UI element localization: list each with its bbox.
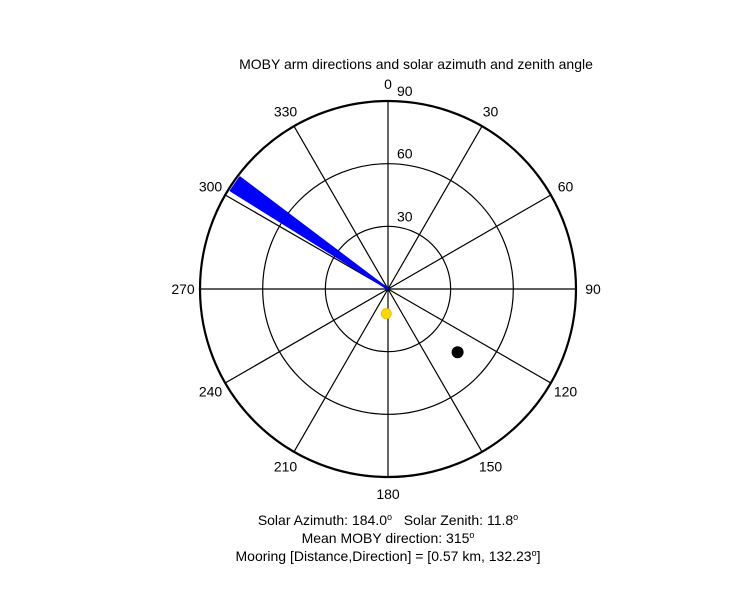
- azimuth-tick-label: 210: [274, 459, 298, 475]
- azimuth-tick-label: 180: [376, 486, 400, 502]
- radial-tick-label: 60: [397, 146, 413, 162]
- mean-direction-label: Mean MOBY direction: 315: [301, 530, 470, 546]
- azimuth-tick-label: 120: [554, 384, 578, 400]
- radial-spoke: [387, 288, 552, 384]
- degree-symbol: o: [531, 548, 537, 558]
- solar-position-point: [380, 308, 392, 320]
- azimuth-tick-label: 0: [384, 76, 392, 92]
- azimuth-tick-label: 270: [171, 281, 195, 297]
- chart-title: MOBY arm directions and solar azimuth an…: [239, 56, 593, 72]
- radial-spoke: [387, 125, 483, 290]
- radial-spoke: [387, 288, 483, 453]
- mooring-label: Mooring [Distance,Direction] = [0.57 km,…: [235, 548, 532, 564]
- polar-grid: [198, 99, 578, 479]
- mean-direction-caption: Mean MOBY direction: 315o: [0, 526, 750, 547]
- chart-marks: [229, 176, 464, 359]
- solar-azimuth-label: Solar Azimuth: 184.0: [257, 512, 387, 528]
- radial-tick-label: 30: [397, 208, 413, 224]
- azimuth-tick-label: 90: [585, 281, 601, 297]
- radial-spoke: [224, 194, 389, 290]
- closing-bracket: ]: [536, 548, 541, 564]
- arm-direction-wedge: [229, 176, 389, 290]
- mooring-caption: Mooring [Distance,Direction] = [0.57 km,…: [0, 544, 750, 565]
- solar-caption: Solar Azimuth: 184.0o Solar Zenith: 11.8…: [0, 508, 750, 529]
- mooring-position-point: [451, 346, 464, 359]
- azimuth-tick-label: 150: [479, 459, 503, 475]
- azimuth-tick-label: 30: [483, 104, 499, 120]
- degree-symbol: o: [469, 530, 475, 540]
- azimuth-tick-label: 330: [274, 104, 298, 120]
- azimuth-tick-label: 60: [558, 179, 574, 195]
- radial-spoke: [293, 125, 389, 290]
- degree-symbol: o: [513, 512, 519, 522]
- solar-zenith-label: Solar Zenith: 11.8: [403, 512, 514, 528]
- radial-spoke: [387, 194, 552, 290]
- radial-spoke: [224, 288, 389, 384]
- degree-symbol: o: [387, 512, 393, 522]
- azimuth-tick-label: 300: [199, 179, 223, 195]
- azimuth-tick-label: 240: [199, 384, 223, 400]
- radial-spoke: [293, 288, 389, 453]
- radial-tick-label: 90: [397, 83, 413, 99]
- tick-labels: 0 30 60 90 120 150 180 210 240 270 300 330 30 60 90: [171, 76, 601, 502]
